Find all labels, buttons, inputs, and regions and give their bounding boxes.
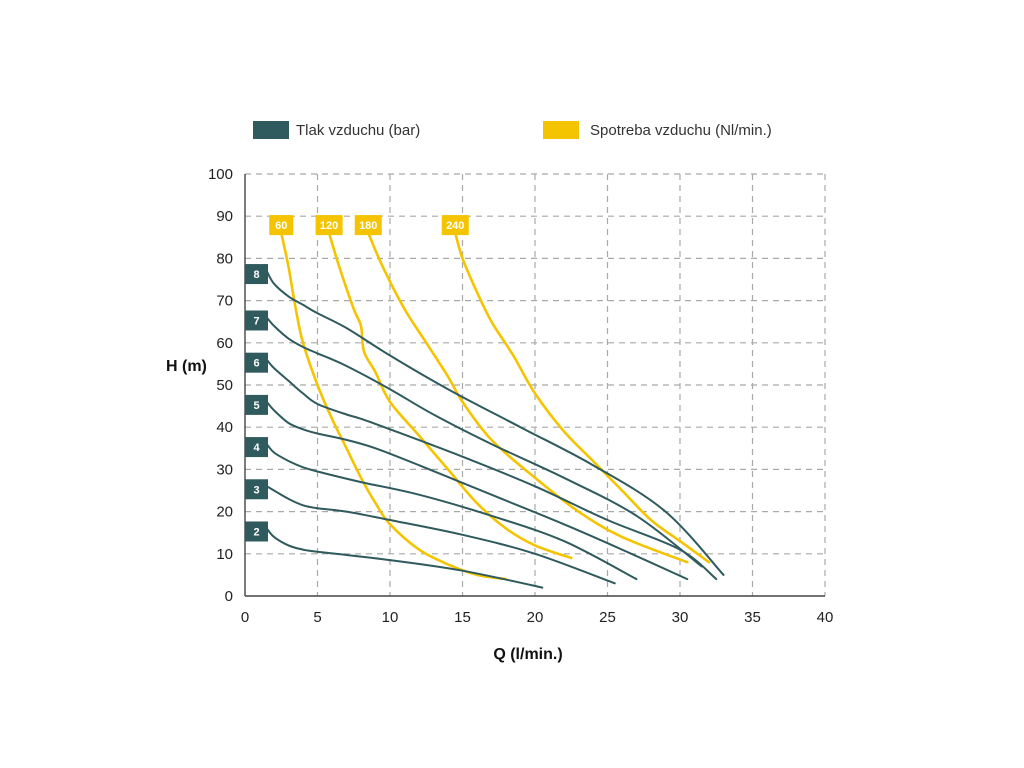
- curve-label-box: [245, 437, 268, 458]
- pressure-curve-2: [265, 527, 544, 589]
- curve-label-box: [245, 394, 268, 415]
- curve-label-text: 120: [320, 220, 338, 232]
- curve-label-text: 8: [253, 269, 259, 281]
- y-tick-label: 20: [216, 504, 233, 521]
- grid: [245, 173, 826, 596]
- curve-label-6: 6: [245, 352, 268, 373]
- curve-label-text: 180: [359, 220, 377, 232]
- y-tick-label: 0: [225, 588, 233, 605]
- curve-label-text: 60: [275, 220, 287, 232]
- curve-label-4: 4: [245, 437, 268, 458]
- pressure-curve-6: [265, 358, 718, 581]
- legend-label-consumption: Spotreba vzduchu (Nl/min.): [590, 122, 772, 139]
- curve-label-box: [245, 310, 268, 331]
- x-tick-label: 0: [241, 609, 249, 626]
- curve-label-box: [245, 264, 268, 285]
- curve-label-3: 3: [245, 479, 268, 500]
- x-axis-title: Q (l/min.): [493, 646, 562, 663]
- y-axis-title: H (m): [166, 358, 207, 375]
- curve-label-5: 5: [245, 394, 268, 415]
- curve-label-8: 8: [245, 264, 268, 285]
- x-tick-label: 15: [454, 609, 471, 626]
- curve-label-text: 7: [253, 315, 259, 327]
- x-tick-label: 5: [313, 609, 321, 626]
- y-tick-label: 10: [216, 546, 233, 563]
- curve-label-box: [245, 352, 268, 373]
- curve-labels: 60 120 180 240 2 3 4 5 6 7 8: [245, 215, 469, 542]
- curve-label-box: [245, 521, 268, 542]
- legend-label-pressure: Tlak vzduchu (bar): [296, 122, 420, 139]
- pressure-curve-8: [265, 270, 725, 576]
- legend-swatch-pressure: [253, 121, 289, 139]
- y-tick-label: 60: [216, 335, 233, 352]
- curve-label-240: 240: [441, 215, 469, 236]
- curve-label-text: 5: [253, 400, 259, 412]
- pressure-curve-5: [265, 400, 689, 581]
- consumption-curve-120: [327, 231, 573, 560]
- curve-label-180: 180: [354, 215, 382, 236]
- pressure-curve-3: [265, 485, 616, 585]
- curve-label-box: [354, 215, 382, 236]
- curve-label-text: 4: [253, 442, 260, 454]
- curves: [265, 231, 725, 589]
- curve-label-box: [315, 215, 343, 236]
- y-tick-label: 90: [216, 208, 233, 225]
- curve-label-7: 7: [245, 310, 268, 331]
- consumption-curve-240: [454, 231, 711, 564]
- curve-label-text: 3: [253, 484, 259, 496]
- x-tick-label: 10: [382, 609, 399, 626]
- x-tick-label: 40: [817, 609, 834, 626]
- y-tick-label: 100: [208, 166, 233, 183]
- pressure-curve-4: [265, 443, 638, 581]
- x-tick-label: 25: [599, 609, 616, 626]
- y-tick-label: 80: [216, 250, 233, 267]
- curve-label-box: [245, 479, 268, 500]
- curve-label-text: 6: [253, 358, 259, 370]
- curve-label-text: 240: [446, 220, 464, 232]
- curve-label-box: [441, 215, 469, 236]
- pressure-curve-7: [265, 316, 703, 568]
- curve-label-box: [269, 215, 294, 236]
- y-tick-label: 70: [216, 293, 233, 310]
- consumption-curve-180: [367, 231, 689, 564]
- curve-label-2: 2: [245, 521, 268, 542]
- legend: Tlak vzduchu (bar) Spotreba vzduchu (Nl/…: [253, 121, 772, 139]
- x-tick-label: 30: [672, 609, 689, 626]
- curve-label-60: 60: [269, 215, 294, 236]
- y-tick-label: 30: [216, 461, 233, 478]
- y-tick-label: 40: [216, 419, 233, 436]
- consumption-curve-60: [280, 231, 508, 581]
- x-tick-label: 20: [527, 609, 544, 626]
- curve-label-120: 120: [315, 215, 343, 236]
- y-tick-label: 50: [216, 377, 233, 394]
- legend-swatch-consumption: [543, 121, 579, 139]
- x-tick-label: 35: [744, 609, 761, 626]
- curve-label-text: 2: [253, 526, 259, 538]
